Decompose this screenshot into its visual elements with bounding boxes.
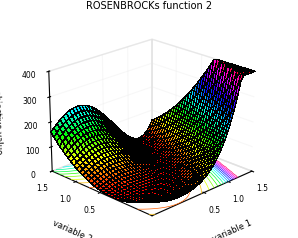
Y-axis label: variable 2: variable 2 [51, 218, 93, 238]
X-axis label: variable 1: variable 1 [211, 218, 253, 238]
Title: ROSENBROCKs function 2: ROSENBROCKs function 2 [86, 1, 212, 11]
